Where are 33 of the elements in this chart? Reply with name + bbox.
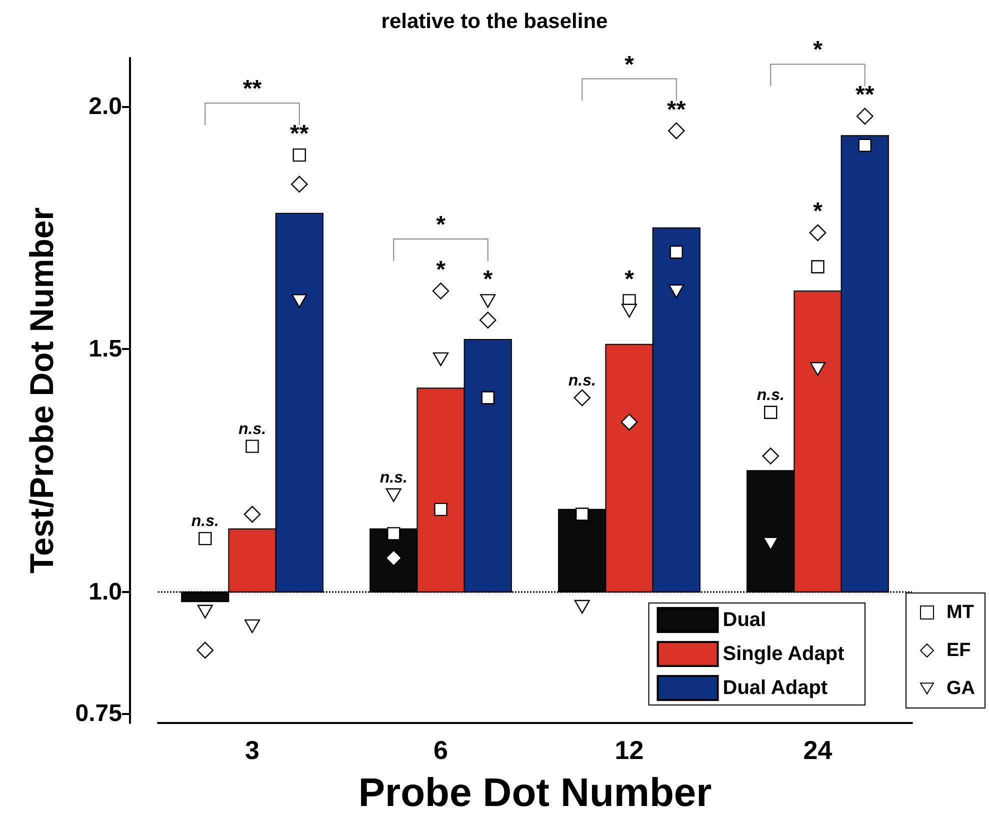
data-label: * xyxy=(624,266,635,294)
annotation: * xyxy=(813,36,824,64)
data-label: n.s. xyxy=(380,469,408,486)
legend-label: MT xyxy=(946,602,974,623)
y-tick-label: 1.0 xyxy=(88,578,122,606)
annotation: ** xyxy=(242,76,262,103)
x-tick-label: 6 xyxy=(434,735,448,765)
annotation: * xyxy=(624,51,635,78)
y-tick-label: 1.5 xyxy=(88,336,122,363)
x-tick-label: 12 xyxy=(614,735,644,765)
legend-label: EF xyxy=(946,640,971,661)
annotation: * xyxy=(436,211,446,238)
data-label: ** xyxy=(290,120,310,148)
legend-label: Single Adapt xyxy=(722,643,845,665)
x-tick-label: 3 xyxy=(245,735,260,765)
x-tick-label: 24 xyxy=(803,735,833,765)
data-label: * xyxy=(813,198,824,226)
data-label: n.s. xyxy=(756,386,784,404)
x-axis-title: Probe Dot Number xyxy=(358,771,712,815)
data-label: n.s. xyxy=(191,513,219,530)
legend-label: Dual xyxy=(722,609,766,631)
y-tick-label: 0.75 xyxy=(75,700,122,727)
data-label: * xyxy=(483,266,494,294)
data-label: * xyxy=(436,256,446,284)
legend-label: GA xyxy=(946,678,976,699)
legend-label: Dual Adapt xyxy=(722,677,828,699)
y-tick-label: 2.0 xyxy=(88,93,122,120)
data-label: n.s. xyxy=(568,372,596,390)
data-label: n.s. xyxy=(238,420,266,438)
chart-title: relative to the baseline xyxy=(381,10,608,33)
data-label: ** xyxy=(856,82,875,109)
y-axis-title: Test/Probe Dot Number xyxy=(23,207,60,574)
data-label: ** xyxy=(667,96,686,124)
